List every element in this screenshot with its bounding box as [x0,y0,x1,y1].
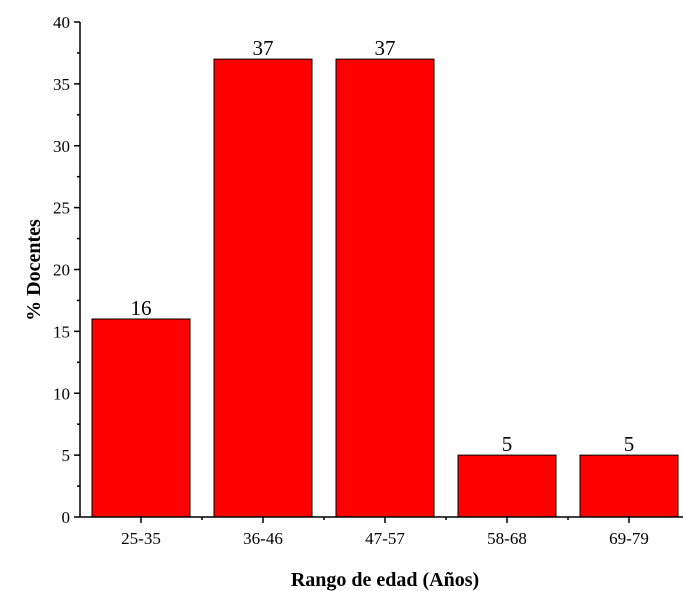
x-tick-label-69-79: 69-79 [609,529,649,548]
y-tick-label-30: 30 [53,137,70,156]
x-axis-title: Rango de edad (Años) [291,569,479,591]
x-tick-label-25-35: 25-35 [121,529,161,548]
y-tick-label-0: 0 [62,508,71,527]
x-tick-label-58-68: 58-68 [487,529,527,548]
bar-69-79 [579,454,679,518]
bar-47-57 [335,58,435,518]
bar-36-46 [213,58,313,518]
x-tick-label-47-57: 47-57 [365,529,405,548]
bar-58-68 [457,454,557,518]
y-tick-label-10: 10 [53,384,70,403]
y-tick-label-20: 20 [53,261,70,280]
bars-group [91,58,679,518]
y-tick-label-35: 35 [53,75,70,94]
y-tick-label-15: 15 [53,322,70,341]
x-tick-label-36-46: 36-46 [243,529,283,548]
value-labels-group: 16 37 37 5 5 [131,36,635,456]
y-tick-label-5: 5 [62,446,71,465]
y-axis-title: % Docentes [23,219,45,321]
value-label-25-35: 16 [131,296,152,320]
y-axis: 0 5 10 15 20 25 30 35 40 [53,13,81,527]
y-tick-label-25: 25 [53,199,70,218]
value-label-47-57: 37 [375,36,396,60]
bar-25-35 [91,318,191,518]
value-label-36-46: 37 [253,36,274,60]
value-label-58-68: 5 [502,432,513,456]
x-axis: 25-35 36-46 47-57 58-68 69-79 [80,516,683,548]
y-tick-label-40: 40 [53,13,70,32]
value-label-69-79: 5 [624,432,635,456]
